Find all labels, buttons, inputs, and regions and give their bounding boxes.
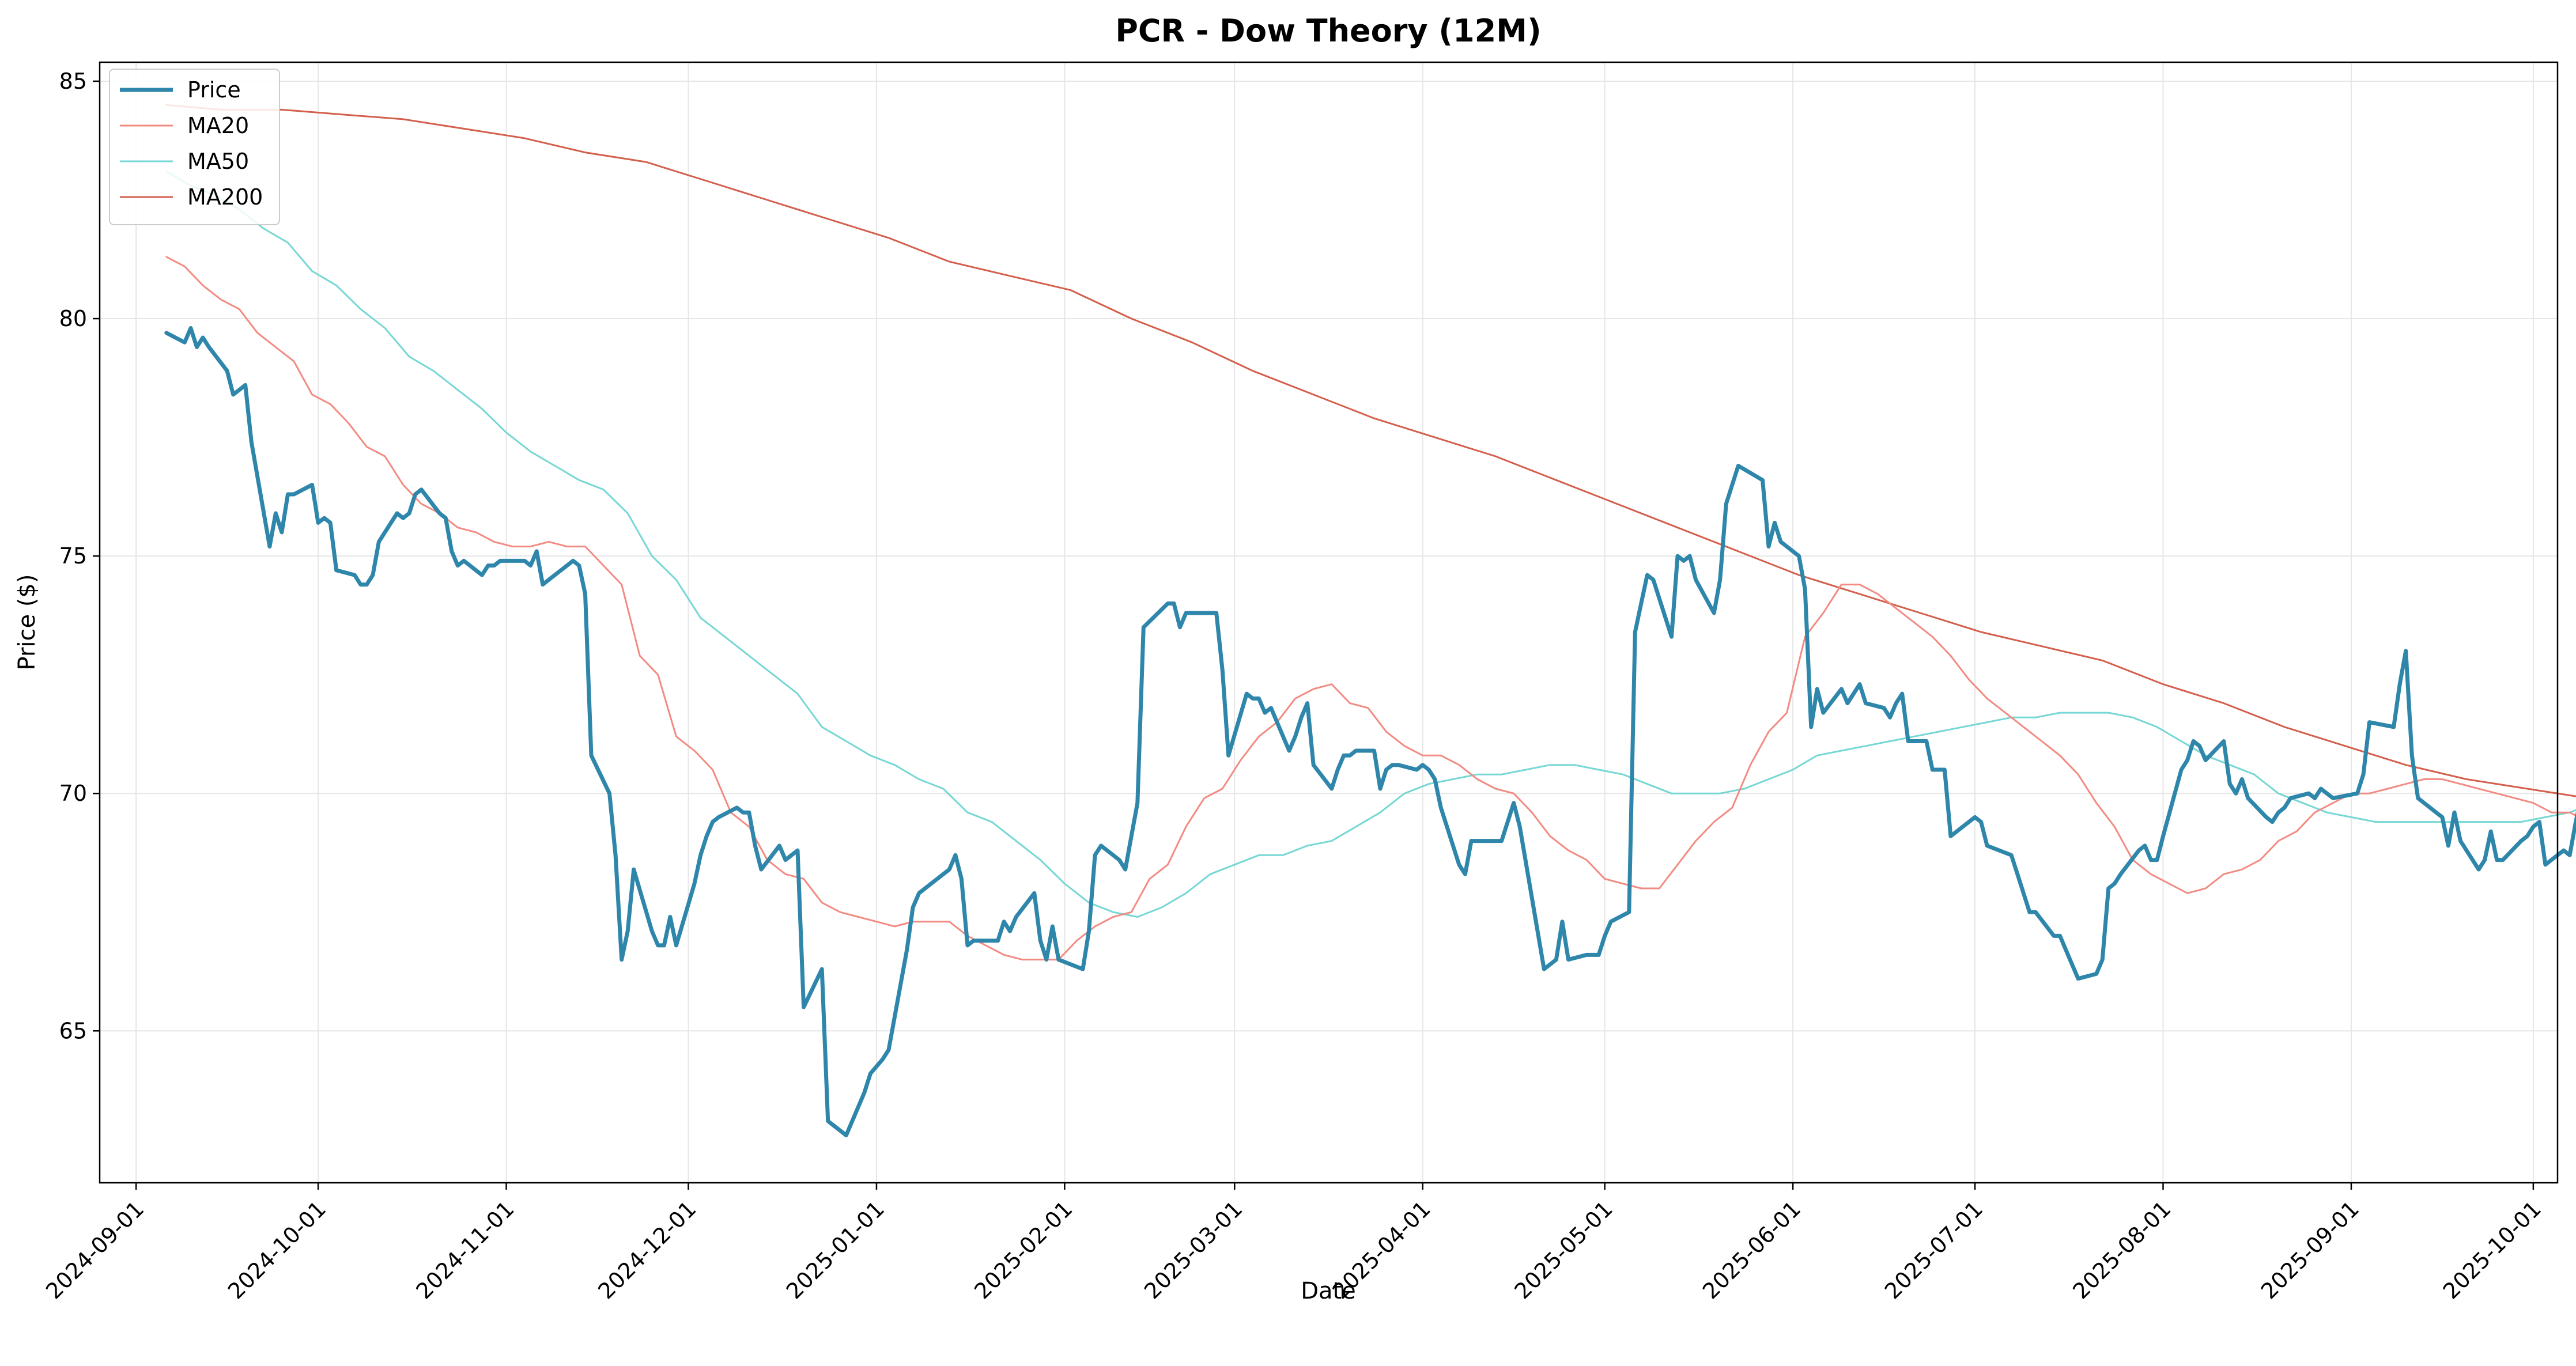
y-tick-label: 75	[59, 543, 87, 569]
legend: Price MA20 MA50 MA200	[109, 69, 280, 225]
legend-label-ma200: MA200	[187, 184, 263, 210]
legend-label-price: Price	[187, 77, 241, 103]
legend-label-ma50: MA50	[187, 149, 249, 174]
y-tick-label: 85	[59, 69, 87, 94]
series-line-ma50	[165, 171, 2576, 918]
grid	[100, 62, 2558, 1183]
x-axis-label: Date	[1301, 1278, 1356, 1304]
series-line-ma20	[165, 256, 2576, 961]
y-tick-label: 80	[59, 306, 87, 331]
series-line-price	[164, 326, 2576, 1138]
y-axis: 65 70 75 80 85	[59, 69, 100, 1043]
series-line-ma200	[165, 104, 2576, 797]
chart-title: PCR - Dow Theory (12M)	[1115, 13, 1541, 49]
y-axis-label: Price ($)	[14, 574, 40, 671]
legend-box	[109, 69, 280, 225]
series-lines	[164, 104, 2576, 1138]
plot-frame	[99, 61, 2559, 1184]
y-tick-label: 65	[59, 1018, 87, 1043]
legend-label-ma20: MA20	[187, 113, 249, 138]
y-tick-label: 70	[59, 781, 87, 806]
